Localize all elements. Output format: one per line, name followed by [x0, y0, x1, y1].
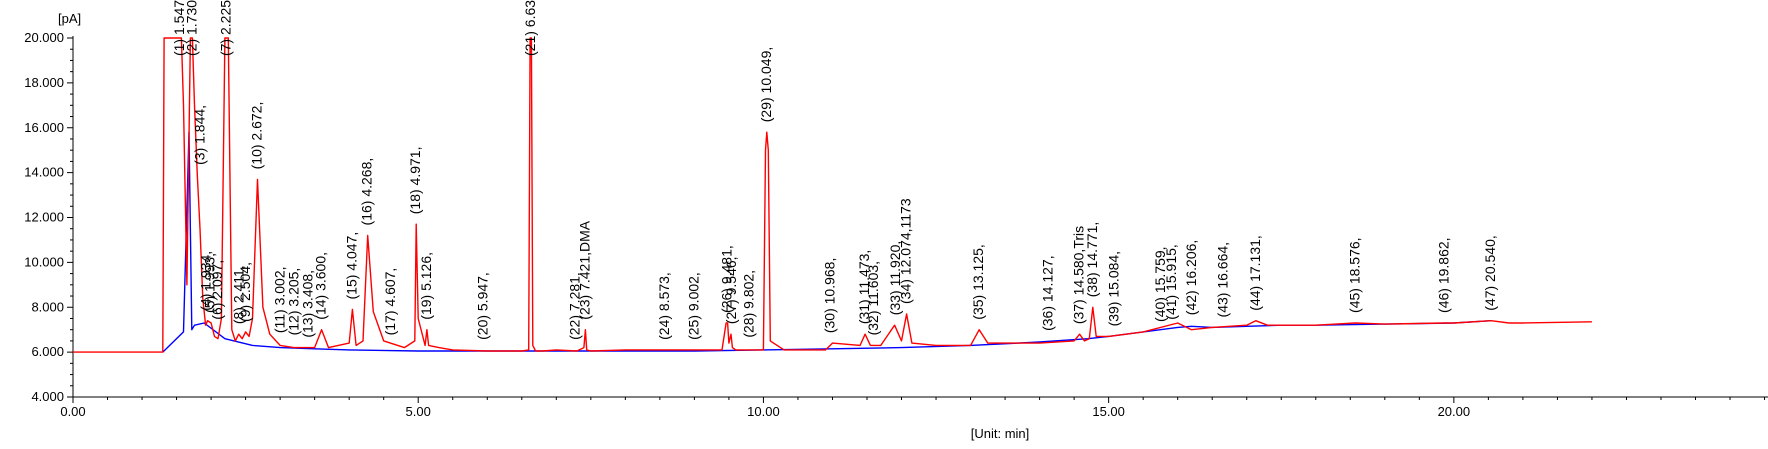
peak-label: (21) 6.630,	[522, 0, 538, 56]
peak-label: (46) 19.862,	[1435, 237, 1451, 313]
peak-label: (36) 14.127,	[1039, 255, 1055, 331]
y-tick-label: 12.000	[24, 210, 64, 225]
peak-label: (9) 2.504,	[237, 262, 253, 322]
peak-label: (16) 4.268,	[359, 158, 375, 226]
peak-label: (7) 2.225,	[218, 0, 234, 56]
peak-label: (31) 11.473,	[856, 250, 872, 324]
peak-label: (39) 15.084,	[1105, 251, 1121, 327]
x-tick-label: 5.00	[406, 404, 431, 419]
peak-label: (27) 9.546,	[723, 256, 739, 324]
y-tick-label: 20.000	[24, 30, 64, 45]
peak-label: (23) 7.421,DMA	[576, 220, 592, 319]
peak-label: (32) 11.603,	[865, 261, 881, 335]
peak-label: (28) 9.802,	[741, 270, 757, 338]
plot-series	[73, 37, 1592, 353]
peak-label: (35) 13.125,	[970, 244, 986, 319]
peak-label: (38) 14.771,	[1084, 222, 1100, 298]
peak-label: (17) 4.607,	[382, 268, 398, 336]
peak-labels: (1) 1.547,(2) 1.730, (3) 1.844, (4) 1.934,…	[171, 0, 1498, 340]
y-tick-label: 18.000	[24, 75, 64, 90]
peak-label: (2) 1.730,	[183, 0, 199, 56]
peak-label: (29) 10.049,	[758, 47, 774, 123]
peak-label: (37) 14.580,Tris	[1071, 226, 1087, 324]
peak-label: (14) 3.600,	[313, 252, 329, 320]
peak-label: (1) 1.547,	[171, 0, 187, 56]
peak-label: (42) 16.206,	[1183, 240, 1199, 316]
peak-label: (18) 4.971,	[407, 147, 423, 215]
peak-label: (22) 7.281,	[567, 272, 583, 340]
peak-label: (3) 1.844,	[191, 105, 207, 165]
peak-label: (40) 15.759,	[1152, 246, 1168, 322]
y-tick-label: 16.000	[24, 120, 64, 135]
y-tick-label: 14.000	[24, 165, 64, 180]
y-tick-label: 6.000	[31, 344, 64, 359]
detector-signal-line	[73, 37, 1592, 353]
peak-label: (19) 5.126,	[418, 252, 434, 320]
peak-label: (4) 1.934,	[198, 251, 214, 311]
peak-label: (26) 9.481,	[719, 245, 735, 313]
x-tick-label: 15.00	[1092, 404, 1125, 419]
peak-label: (45) 18.576,	[1347, 237, 1363, 313]
x-tick-label: 0.00	[60, 404, 85, 419]
peak-label: (6) 2.097,	[209, 260, 225, 320]
peak-label: (5) 1.993,	[202, 253, 218, 313]
x-tick-label: 10.00	[747, 404, 780, 419]
peak-label: (8) 2.411,	[230, 265, 246, 324]
peak-label: (44) 17.131,	[1247, 235, 1263, 311]
x-axis: 0.00 5.00 10.00 15.00 20.00	[60, 396, 1768, 419]
peak-label: (33) 11.920,	[887, 241, 903, 315]
peak-label: (30) 10.968,	[821, 258, 837, 334]
peak-label: (41) 15.915,	[1163, 244, 1179, 320]
y-tick-label: 4.000	[31, 389, 64, 404]
x-tick-label: 20.00	[1438, 404, 1471, 419]
peak-label: (25) 9.002,	[686, 272, 702, 340]
peak-label: (12) 3.205,	[285, 268, 301, 336]
y-axis: 4.000 6.000 8.000 10.000 12.000 14.000 16.000 1…	[24, 30, 74, 404]
y-tick-label: 8.000	[31, 299, 64, 314]
y-axis-unit-label: [pA]	[58, 11, 81, 26]
peak-label: (10) 2.672,	[248, 102, 264, 170]
y-tick-label: 10.000	[24, 254, 64, 269]
peak-label: (34) 12.074,1173	[898, 198, 914, 304]
peak-label: (47) 20.540,	[1482, 235, 1498, 311]
peak-label: (43) 16.664,	[1215, 242, 1231, 318]
peak-label: (24) 8.573,	[656, 272, 672, 340]
peak-label: (11) 3.002,	[271, 266, 287, 333]
peak-label: (15) 4.047,	[343, 232, 359, 300]
peak-label: (20) 5.947,	[475, 272, 491, 340]
x-axis-unit-label: [Unit: min]	[971, 426, 1030, 441]
peak-label: (13) 3.408,	[299, 270, 315, 338]
